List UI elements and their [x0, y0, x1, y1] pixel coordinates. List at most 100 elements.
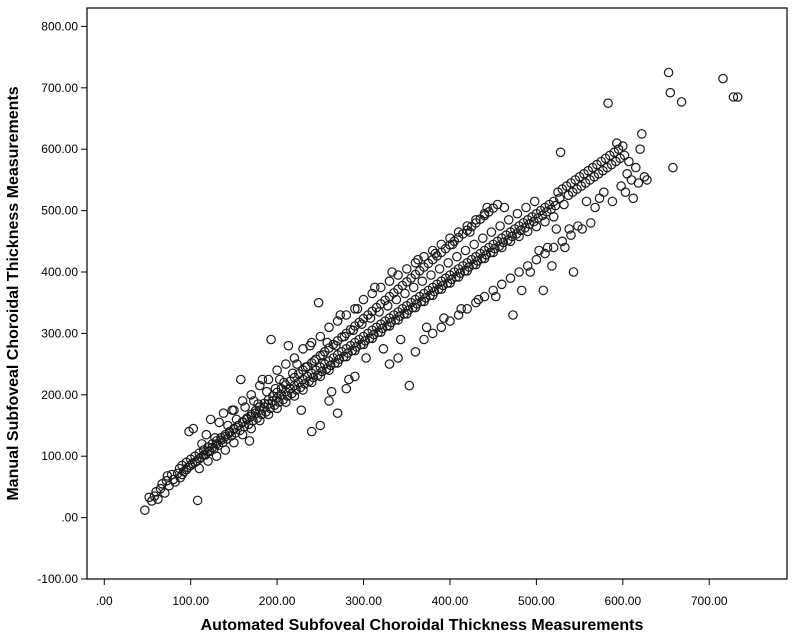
data-point	[313, 297, 324, 308]
data-point	[559, 199, 569, 210]
data-point	[471, 297, 481, 308]
data-point	[628, 193, 638, 204]
data-point	[369, 282, 380, 293]
data-point	[220, 445, 231, 455]
data-point	[479, 253, 490, 264]
data-point	[298, 343, 308, 354]
y-tick-label: 100.00	[41, 449, 78, 463]
data-point	[479, 208, 490, 219]
data-point	[298, 385, 308, 395]
data-point	[358, 339, 369, 350]
data-point	[633, 178, 644, 188]
data-point	[505, 273, 516, 283]
data-point	[676, 97, 687, 107]
data-point	[548, 242, 559, 253]
data-point	[153, 494, 163, 504]
data-point	[663, 67, 674, 78]
data-point	[585, 218, 596, 228]
data-point	[486, 227, 497, 237]
data-point	[540, 248, 550, 259]
y-tick-label: 500.00	[41, 204, 78, 218]
data-point	[263, 374, 274, 385]
x-tick-label: 500.00	[518, 594, 555, 608]
data-point	[617, 141, 628, 151]
data-point	[568, 267, 579, 277]
data-point	[496, 242, 507, 253]
data-point	[306, 337, 317, 348]
data-point	[272, 403, 282, 414]
data-point	[427, 290, 438, 301]
data-point	[341, 351, 352, 362]
data-point	[350, 371, 360, 382]
data-point	[636, 129, 647, 139]
data-point	[548, 212, 559, 222]
data-point	[496, 279, 507, 290]
data-point	[522, 261, 533, 271]
data-point	[590, 202, 600, 213]
data-point	[201, 429, 212, 440]
data-point	[214, 417, 224, 428]
data-point	[332, 316, 343, 326]
data-point	[344, 374, 354, 385]
data-point	[384, 276, 395, 286]
data-point	[410, 346, 421, 357]
data-point	[246, 389, 256, 400]
data-point	[492, 199, 503, 210]
data-point	[361, 353, 371, 363]
data-point	[408, 282, 419, 293]
x-tick-label: 700.00	[691, 594, 728, 608]
data-point	[471, 215, 481, 225]
data-point	[279, 377, 289, 388]
data-point	[557, 236, 568, 247]
axis-ticks: -100.00 .00 100.00 200.00 300.00 400.00 500.00…	[37, 19, 728, 608]
data-point	[289, 353, 300, 363]
data-point	[272, 365, 282, 375]
data-point	[525, 267, 536, 277]
data-point	[548, 196, 559, 207]
x-tick-label: 300.00	[345, 594, 382, 608]
data-point	[211, 451, 222, 461]
data-point	[477, 233, 488, 243]
data-point	[427, 245, 438, 256]
data-point	[246, 423, 256, 434]
data-point	[529, 196, 540, 207]
data-point	[324, 396, 334, 406]
data-point	[410, 257, 421, 268]
data-point	[521, 202, 531, 213]
data-point	[257, 374, 268, 385]
data-point	[436, 284, 447, 294]
data-point	[283, 340, 294, 351]
data-point	[309, 356, 320, 366]
data-point	[665, 87, 676, 98]
data-points	[140, 67, 743, 515]
y-tick-label: 300.00	[41, 326, 78, 340]
data-point	[427, 328, 438, 339]
data-point	[462, 265, 472, 276]
data-point	[514, 231, 524, 242]
data-point	[603, 98, 613, 108]
data-point	[464, 227, 475, 237]
data-point	[547, 261, 557, 271]
x-axis-title: Automated Subfoveal Choroidal Thickness …	[201, 617, 644, 634]
data-point	[516, 285, 527, 296]
data-point	[192, 495, 203, 506]
data-point	[393, 353, 403, 363]
data-point	[404, 380, 415, 391]
data-point	[203, 456, 213, 466]
data-point	[244, 436, 255, 446]
data-point	[306, 426, 317, 437]
data-point	[341, 383, 352, 394]
data-point	[538, 285, 549, 296]
data-point	[488, 285, 498, 296]
data-point	[324, 365, 334, 375]
data-point	[555, 147, 566, 158]
data-point	[358, 294, 369, 305]
data-point	[443, 257, 453, 268]
data-point	[540, 216, 550, 227]
data-point	[266, 334, 276, 345]
data-point	[356, 319, 367, 329]
data-point	[231, 414, 242, 425]
y-axis-title: Manual Subfoveal Choroidal Thickness Mea…	[5, 86, 22, 500]
data-point	[140, 505, 150, 515]
